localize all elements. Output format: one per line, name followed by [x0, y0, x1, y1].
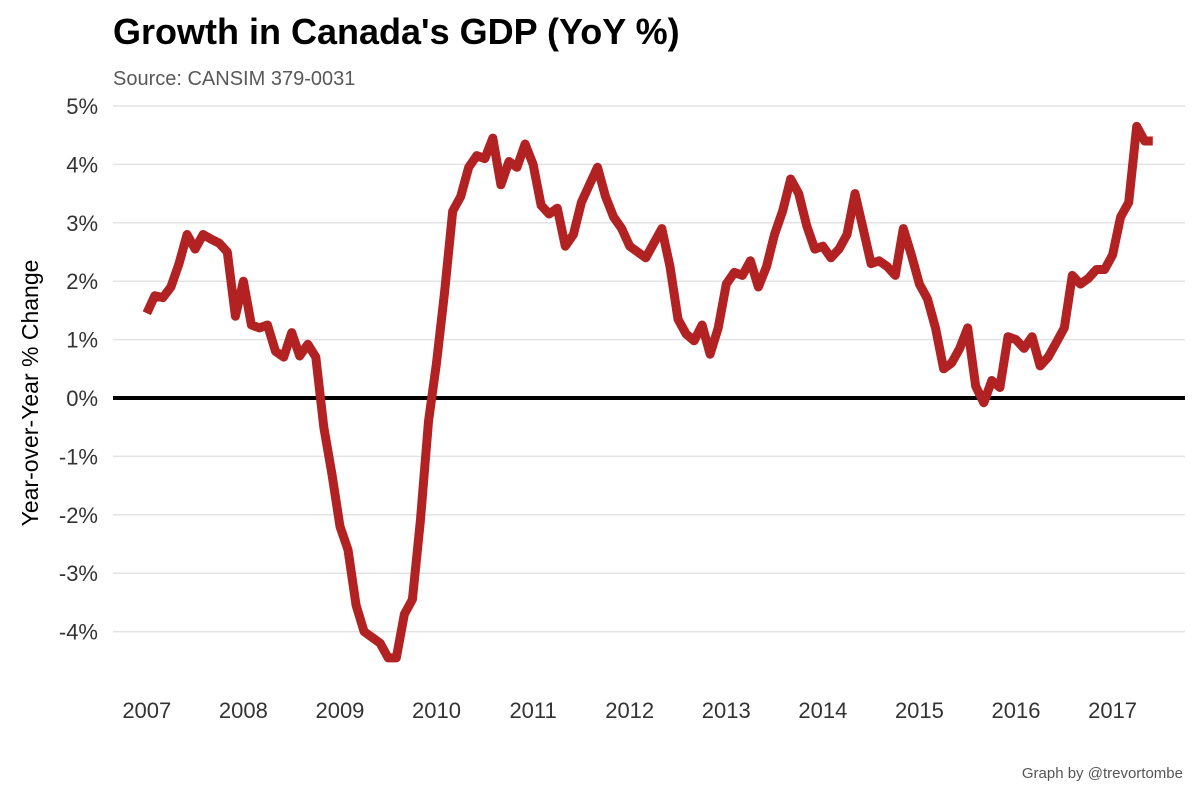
y-tick-label: 0%: [66, 386, 98, 411]
x-tick-label: 2014: [798, 698, 847, 723]
y-tick-label: 5%: [66, 94, 98, 119]
y-tick-label: -4%: [59, 620, 98, 645]
y-tick-label: -1%: [59, 444, 98, 469]
x-tick-label: 2010: [412, 698, 461, 723]
x-tick-label: 2016: [992, 698, 1041, 723]
y-tick-label: -3%: [59, 561, 98, 586]
y-tick-label: 1%: [66, 328, 98, 353]
y-tick-label: 2%: [66, 269, 98, 294]
gridlines: [113, 105, 1185, 633]
x-tick-label: 2011: [509, 698, 556, 723]
chart-caption: Graph by @trevortombe: [1022, 765, 1183, 782]
x-tick-label: 2009: [315, 698, 364, 723]
x-axis-ticks: 2007 2008 2009 2010 2011 2012 2013 2014 2015 2016…: [122, 698, 1137, 723]
y-axis-ticks: -4% -3% -2% -1% 0% 1% 2% 3% 4% 5%: [59, 94, 98, 645]
y-tick-label: -2%: [59, 503, 98, 528]
chart-subtitle: Source: CANSIM 379-0031: [113, 68, 355, 90]
x-tick-label: 2008: [219, 698, 268, 723]
y-tick-label: 4%: [66, 152, 98, 177]
x-tick-label: 2015: [895, 698, 944, 723]
chart-title: Growth in Canada's GDP (YoY %): [113, 11, 680, 52]
gdp-series-line: [142, 121, 1153, 663]
x-tick-label: 2012: [605, 698, 654, 723]
x-tick-label: 2017: [1088, 698, 1137, 723]
x-tick-label: 2007: [122, 698, 171, 723]
y-axis-label: Year-over-Year % Change: [17, 260, 43, 527]
y-tick-label: 3%: [66, 211, 98, 236]
x-tick-label: 2013: [702, 698, 751, 723]
